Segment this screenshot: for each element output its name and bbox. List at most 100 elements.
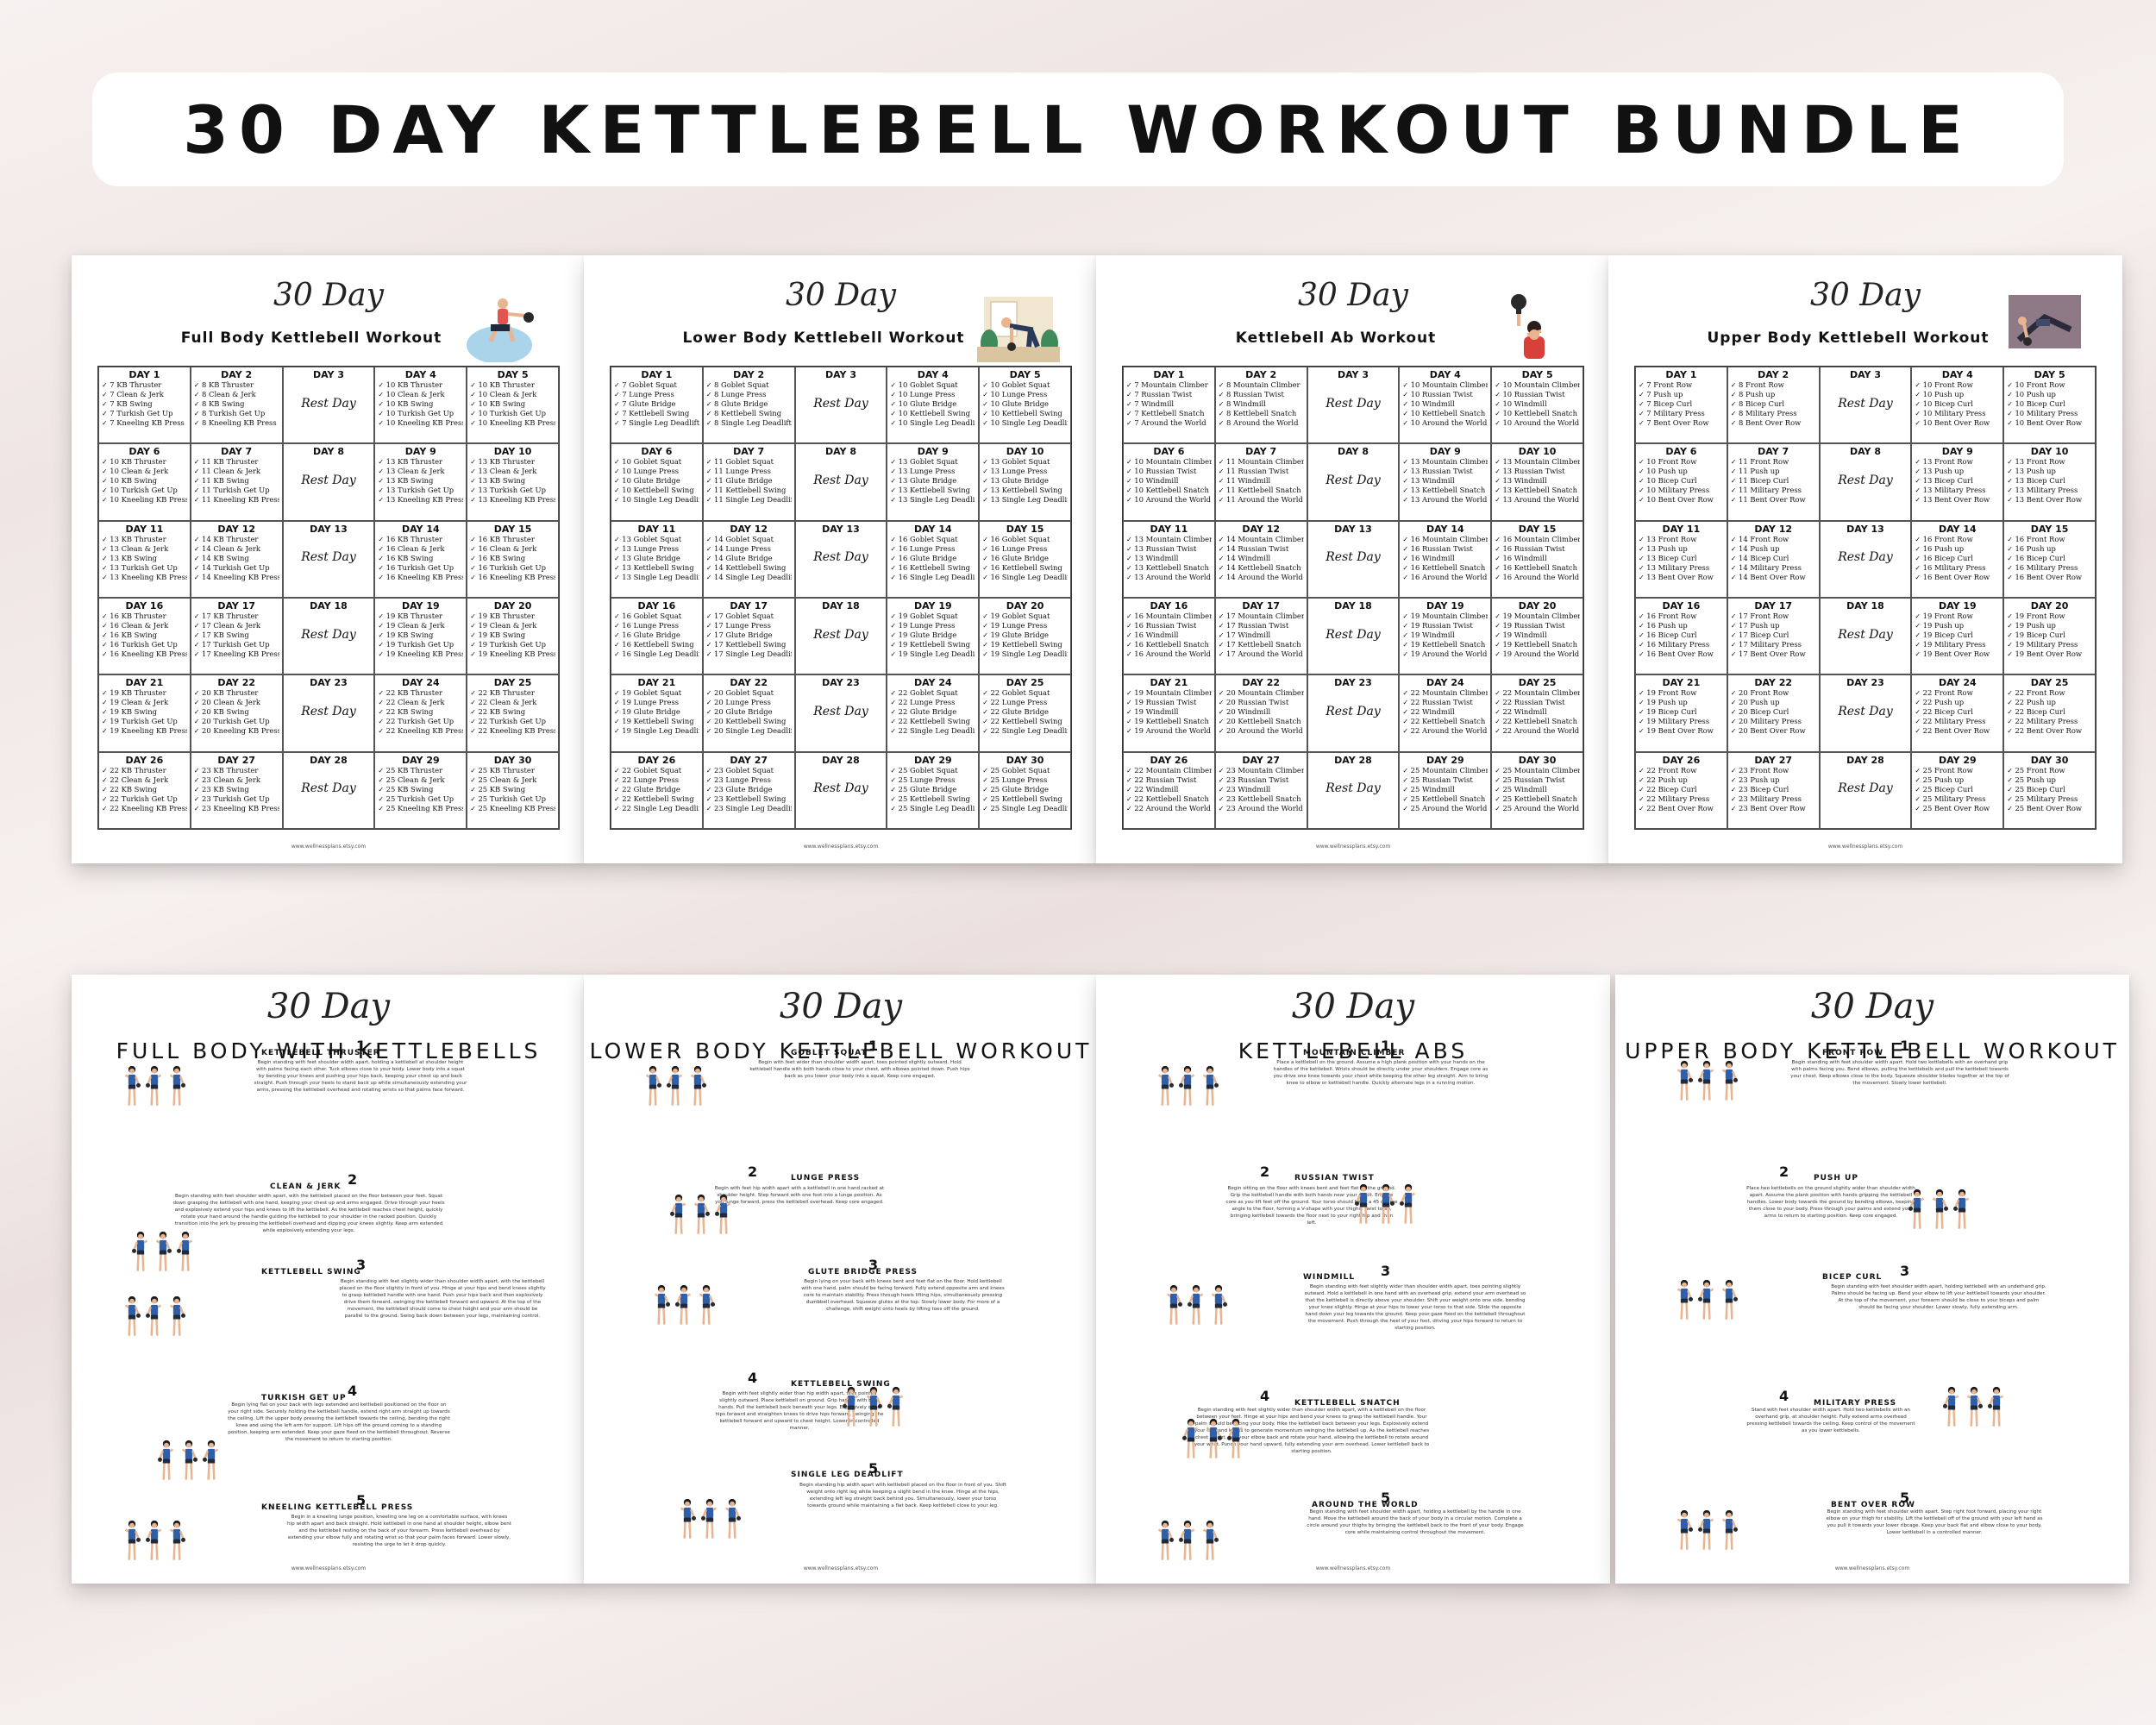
exercise-item: 19 Kettlebell Swing <box>614 717 699 726</box>
day-label: DAY 13 <box>822 523 860 535</box>
day-cell: DAY 2723 Mountain Climber23 Russian Twis… <box>1214 751 1307 829</box>
exercise-item: 17 Bicep Curl <box>1731 630 1816 640</box>
day-cell: DAY 2220 Mountain Climber20 Russian Twis… <box>1214 674 1307 752</box>
exercise-item: 19 Kettlebell Swing <box>982 640 1068 649</box>
exercise-item: 16 Glute Bridge <box>982 554 1068 563</box>
exercise-item: 20 Front Row <box>1731 688 1816 698</box>
day-label: DAY 25 <box>1518 677 1557 689</box>
day-label: DAY 30 <box>1518 754 1557 766</box>
exercise-item: 17 Russian Twist <box>1219 621 1304 630</box>
day-label: DAY 26 <box>1150 754 1188 766</box>
exercise-item: 22 Glute Bridge <box>982 707 1068 717</box>
day-label: DAY 3 <box>824 369 857 380</box>
exercise-item: 10 Push up <box>1639 467 1724 476</box>
exercise-item: 16 Front Row <box>2007 535 2092 544</box>
exercise-item: 23 Around the World <box>1219 804 1304 813</box>
exercise-item: 7 Goblet Squat <box>614 380 699 390</box>
exercise-illustration <box>1676 1278 1738 1323</box>
exercise-item: 22 Russian Twist <box>1126 775 1212 785</box>
exercise-item: 7 Bicep Curl <box>1639 399 1724 409</box>
day-cell: DAY 2220 KB Thruster20 Clean & Jerk20 KB… <box>190 674 283 752</box>
exercise-item: 22 Goblet Squat <box>890 688 975 698</box>
day-label: DAY 6 <box>1665 446 1697 458</box>
exercise-item: 10 Bent Over Row <box>1639 495 1724 505</box>
day-cell: DAY 23 Rest Day <box>794 674 887 752</box>
exercise-description: Begin standing with feet slightly wider … <box>339 1279 546 1320</box>
exercise-item: 14 Military Press <box>1731 563 1816 573</box>
day-cell: DAY 13 Rest Day <box>1819 520 1912 598</box>
exercise-item: 10 Kneeling KB Press <box>102 495 187 505</box>
exercise-item: 25 Front Row <box>1915 766 2000 775</box>
exercise-item: 22 KB Thruster <box>378 688 463 698</box>
day-cell: DAY 3 Rest Day <box>1819 367 1912 444</box>
exercise-item: 22 Mountain Climber <box>1495 688 1580 698</box>
day-cell: DAY 2422 Mountain Climber22 Russian Twis… <box>1399 674 1492 752</box>
day-cell: DAY 17 Goblet Squat7 Lunge Press7 Glute … <box>611 367 703 444</box>
exercise-description: Begin standing with feet shoulder width … <box>1307 1509 1524 1535</box>
rest-day-label: Rest Day <box>1326 550 1381 565</box>
day-label: DAY 15 <box>1518 523 1557 535</box>
rest-day-label: Rest Day <box>301 705 356 718</box>
exercise-illustration <box>644 1064 706 1109</box>
exercise-item: 13 Bent Over Row <box>1915 495 2000 505</box>
day-cell: DAY 1516 Front Row16 Push up16 Bicep Cur… <box>2003 520 2096 598</box>
day-label: DAY 18 <box>1846 600 1884 612</box>
exercise-item: 20 Kettlebell Swing <box>706 717 792 726</box>
exercise-item: 22 Push up <box>1639 775 1724 785</box>
day-cell: DAY 3 Rest Day <box>282 367 375 444</box>
exercise-item: 22 Windmill <box>1126 785 1212 794</box>
day-label: DAY 2 <box>733 369 765 380</box>
day-cell: DAY 1214 KB Thruster14 Clean & Jerk14 KB… <box>190 520 283 598</box>
exercise-item: 16 Bent Over Row <box>1639 649 1724 659</box>
exercise-item: 17 Clean & Jerk <box>194 621 279 630</box>
day-label: DAY 13 <box>310 523 348 535</box>
exercise-item: 13 Russian Twist <box>1495 467 1580 476</box>
exercise-name: WINDMILL <box>1303 1273 1356 1282</box>
exercise-number: 1 <box>1900 1038 1910 1055</box>
exercise-item: 22 Lunge Press <box>890 698 975 707</box>
footer-url: www.wellnessplans.etsy.com <box>1315 1565 1391 1571</box>
exercise-item: 22 Kettlebell Snatch <box>1126 794 1212 804</box>
day-cell: DAY 1214 Front Row14 Push up14 Bicep Cur… <box>1727 520 1820 598</box>
exercise-number: 2 <box>348 1171 358 1189</box>
exercise-item: 16 Kettlebell Swing <box>982 563 1068 573</box>
exercise-item: 25 Windmill <box>1495 785 1580 794</box>
exercise-item: 22 KB Swing <box>102 785 187 794</box>
day-label: DAY 27 <box>217 754 256 766</box>
day-label: DAY 11 <box>1150 523 1188 535</box>
day-label: DAY 5 <box>1521 369 1553 380</box>
exercise-item: 19 Push up <box>1915 621 2000 630</box>
exercise-item: 23 Russian Twist <box>1219 775 1304 785</box>
day-cell: DAY 1919 Front Row19 Push up19 Bicep Cur… <box>1911 598 2004 675</box>
day-cell: DAY 2622 Front Row22 Push up22 Bicep Cur… <box>1635 751 1727 829</box>
script-heading: 30 Day <box>779 987 903 1026</box>
exercise-illustration <box>1943 1385 2005 1430</box>
exercise-item: 19 Turkish Get Up <box>102 717 187 726</box>
exercise-item: 22 Front Row <box>1639 766 1724 775</box>
exercise-number: 3 <box>356 1257 367 1274</box>
exercise-item: 17 Around the World <box>1219 649 1304 659</box>
exercise-item: 19 Bent Over Row <box>1915 649 2000 659</box>
exercise-item: 14 Bent Over Row <box>1731 573 1816 582</box>
exercise-item: 10 Around the World <box>1126 495 1212 505</box>
exercise-name: KETTLEBELL SWING <box>791 1380 891 1389</box>
exercise-item: 19 Push up <box>1639 698 1724 707</box>
exercise-item: 19 Turkish Get Up <box>378 640 463 649</box>
day-cell: DAY 2622 KB Thruster22 Clean & Jerk22 KB… <box>98 751 191 829</box>
day-cell: DAY 1717 Goblet Squat17 Lunge Press17 Gl… <box>702 598 795 675</box>
rest-day-label: Rest Day <box>1838 627 1893 642</box>
exercise-item: 14 KB Thruster <box>194 535 279 544</box>
day-cell: DAY 610 Mountain Climber10 Russian Twist… <box>1123 443 1215 521</box>
exercise-item: 16 Kettlebell Snatch <box>1126 640 1212 649</box>
exercise-item: 13 Military Press <box>1639 563 1724 573</box>
exercise-name: SINGLE LEG DEADLIFT <box>791 1471 904 1480</box>
day-cell: DAY 1717 Front Row17 Push up17 Bicep Cur… <box>1727 598 1820 675</box>
exercise-item: 25 Push up <box>1915 775 2000 785</box>
footer-url: www.wellnessplans.etsy.com <box>1834 1565 1910 1571</box>
exercise-item: 10 Goblet Squat <box>982 380 1068 390</box>
exercise-item: 25 Single Leg Deadlift <box>890 804 976 813</box>
exercise-item: 13 Goblet Squat <box>890 457 975 467</box>
exercise-item: 22 Front Row <box>1915 688 2000 698</box>
exercise-item: 10 Glute Bridge <box>982 399 1068 409</box>
day-label: DAY 15 <box>1006 523 1044 535</box>
